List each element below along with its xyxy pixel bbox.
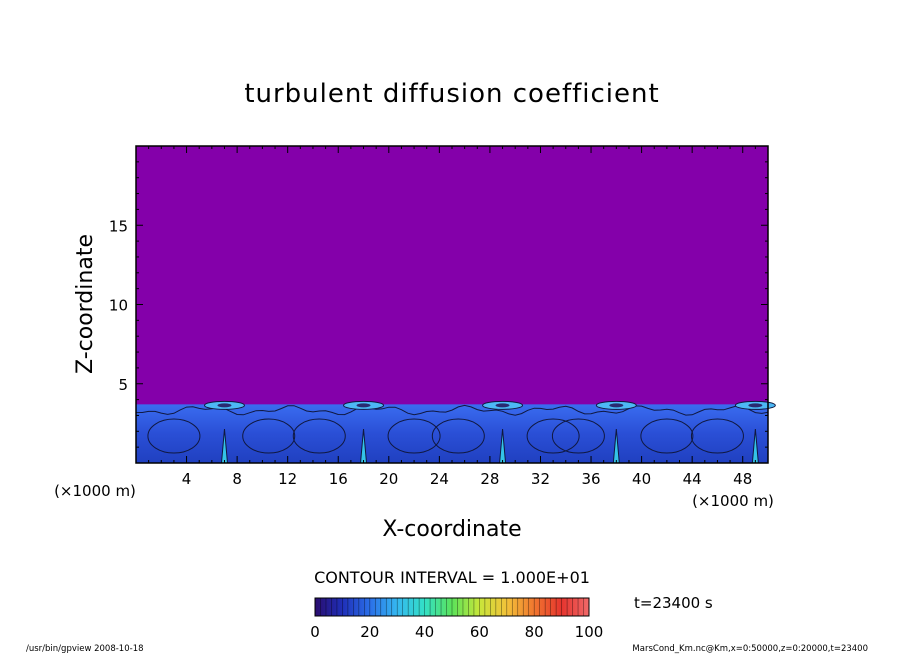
time-label: t=23400 s <box>634 594 713 612</box>
contour-cell <box>640 418 694 454</box>
plume-core <box>495 403 510 408</box>
contour-cell <box>526 418 580 454</box>
x-axis-label: X-coordinate <box>382 517 521 542</box>
contour-line <box>135 404 769 416</box>
chart-title: turbulent diffusion coefficient <box>244 79 659 109</box>
x-unit-left: (×1000 m) <box>54 482 136 500</box>
footer-right: MarsCond_Km.nc@Km,x=0:50000,z=0:20000,t=… <box>632 644 868 654</box>
plume-core <box>217 403 232 408</box>
contour-cell <box>431 418 485 454</box>
x-tick-label: 44 <box>683 470 702 488</box>
colorbar-tick-label: 0 <box>310 623 320 641</box>
x-tick-label: 16 <box>329 470 348 488</box>
contour-cell <box>690 418 744 454</box>
x-tick-label: 40 <box>632 470 651 488</box>
x-tick-label: 20 <box>379 470 398 488</box>
x-tick-label: 4 <box>182 470 192 488</box>
colorbar-tick-label: 20 <box>360 623 379 641</box>
y-tick-label: 10 <box>109 297 128 315</box>
contour-cell <box>242 418 296 454</box>
y-axis-label: Z-coordinate <box>73 234 98 374</box>
plume-core <box>748 403 763 408</box>
y-tick-label: 5 <box>118 376 128 394</box>
x-unit-right: (×1000 m) <box>692 492 774 510</box>
y-tick-label: 15 <box>109 217 128 235</box>
colorbar-frame <box>314 597 590 617</box>
contour-cell <box>387 418 441 454</box>
plume-core <box>356 403 371 408</box>
colorbar-tick-label: 100 <box>575 623 604 641</box>
colorbar-tick-label: 80 <box>525 623 544 641</box>
colorbar-tick-label: 40 <box>415 623 434 641</box>
contour-cell <box>551 418 605 454</box>
colorbar: 0 20 40 60 80 100 <box>310 597 604 641</box>
x-tick-label: 36 <box>581 470 600 488</box>
x-tick-label: 48 <box>733 470 752 488</box>
colorbar-tick-label: 60 <box>470 623 489 641</box>
x-axis-ticks: 4 8 12 16 20 24 28 32 36 40 44 48 <box>148 146 756 488</box>
convective-layer-band <box>136 404 768 463</box>
y-axis-ticks: 5 10 15 <box>109 161 768 448</box>
contour-interval-label: CONTOUR INTERVAL = 1.000E+01 <box>314 568 590 587</box>
contour-cell <box>147 418 201 454</box>
convective-layer <box>135 400 776 464</box>
x-tick-label: 12 <box>278 470 297 488</box>
x-tick-label: 8 <box>232 470 242 488</box>
x-tick-label: 24 <box>430 470 449 488</box>
footer-left: /usr/bin/gpview 2008-10-18 <box>26 644 144 654</box>
x-tick-label: 32 <box>531 470 550 488</box>
x-tick-label: 28 <box>480 470 499 488</box>
contour-cell <box>292 418 346 454</box>
plume-core <box>609 403 624 408</box>
